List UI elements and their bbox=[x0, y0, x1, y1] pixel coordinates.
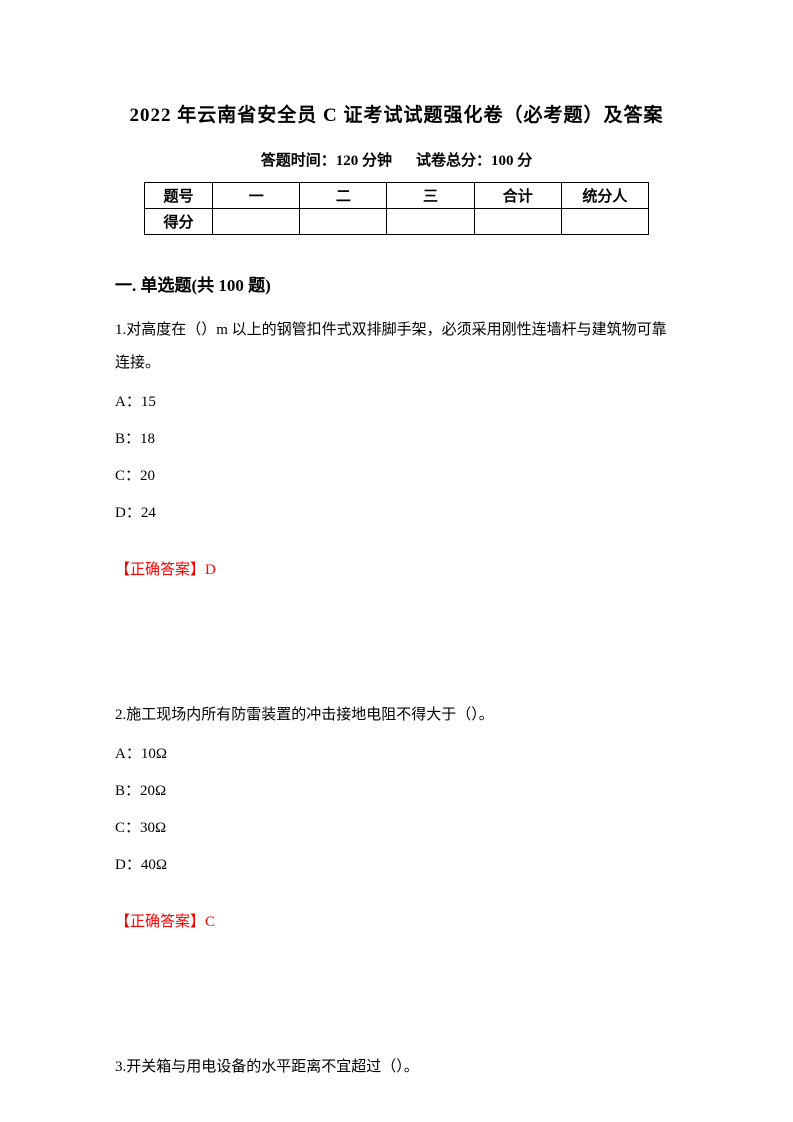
exam-subtitle: 答题时间：120 分钟 试卷总分：100 分 bbox=[115, 149, 678, 170]
score-cell bbox=[387, 209, 474, 235]
header-col1: 一 bbox=[213, 183, 300, 209]
score-label: 试卷总分： bbox=[416, 153, 491, 169]
section-heading: 一. 单选题(共 100 题) bbox=[115, 271, 678, 296]
option-c: C：30Ω bbox=[115, 812, 678, 845]
score-cell bbox=[474, 209, 561, 235]
score-cell bbox=[213, 209, 300, 235]
option-b: B：20Ω bbox=[115, 775, 678, 808]
header-label: 题号 bbox=[145, 183, 213, 209]
table-row: 得分 bbox=[145, 209, 649, 235]
question-3: 3.开关箱与用电设备的水平距离不宜超过（）。 bbox=[115, 1051, 678, 1084]
question-2: 2.施工现场内所有防雷装置的冲击接地电阻不得大于（）。 A：10Ω B：20Ω … bbox=[115, 699, 678, 931]
table-row: 题号 一 二 三 合计 统分人 bbox=[145, 183, 649, 209]
answer-text: 【正确答案】C bbox=[115, 910, 678, 931]
question-1: 1.对高度在（）m 以上的钢管扣件式双排脚手架，必须采用刚性连墙杆与建筑物可靠连… bbox=[115, 314, 678, 579]
header-col2: 二 bbox=[300, 183, 387, 209]
header-col5: 统分人 bbox=[561, 183, 648, 209]
question-text: 1.对高度在（）m 以上的钢管扣件式双排脚手架，必须采用刚性连墙杆与建筑物可靠连… bbox=[115, 314, 678, 380]
score-cell bbox=[561, 209, 648, 235]
question-text: 3.开关箱与用电设备的水平距离不宜超过（）。 bbox=[115, 1051, 678, 1084]
time-value: 120 分钟 bbox=[336, 153, 392, 169]
header-col4: 合计 bbox=[474, 183, 561, 209]
score-label-cell: 得分 bbox=[145, 209, 213, 235]
question-text: 2.施工现场内所有防雷装置的冲击接地电阻不得大于（）。 bbox=[115, 699, 678, 732]
option-b: B：18 bbox=[115, 423, 678, 456]
exam-title: 2022 年云南省安全员 C 证考试试题强化卷（必考题）及答案 bbox=[115, 100, 678, 127]
answer-text: 【正确答案】D bbox=[115, 558, 678, 579]
header-col3: 三 bbox=[387, 183, 474, 209]
score-cell bbox=[300, 209, 387, 235]
time-label: 答题时间： bbox=[261, 153, 336, 169]
option-a: A：10Ω bbox=[115, 738, 678, 771]
option-a: A：15 bbox=[115, 386, 678, 419]
option-d: D：40Ω bbox=[115, 849, 678, 882]
score-table: 题号 一 二 三 合计 统分人 得分 bbox=[144, 182, 649, 235]
score-value: 100 分 bbox=[491, 153, 532, 169]
option-c: C：20 bbox=[115, 460, 678, 493]
option-d: D：24 bbox=[115, 497, 678, 530]
